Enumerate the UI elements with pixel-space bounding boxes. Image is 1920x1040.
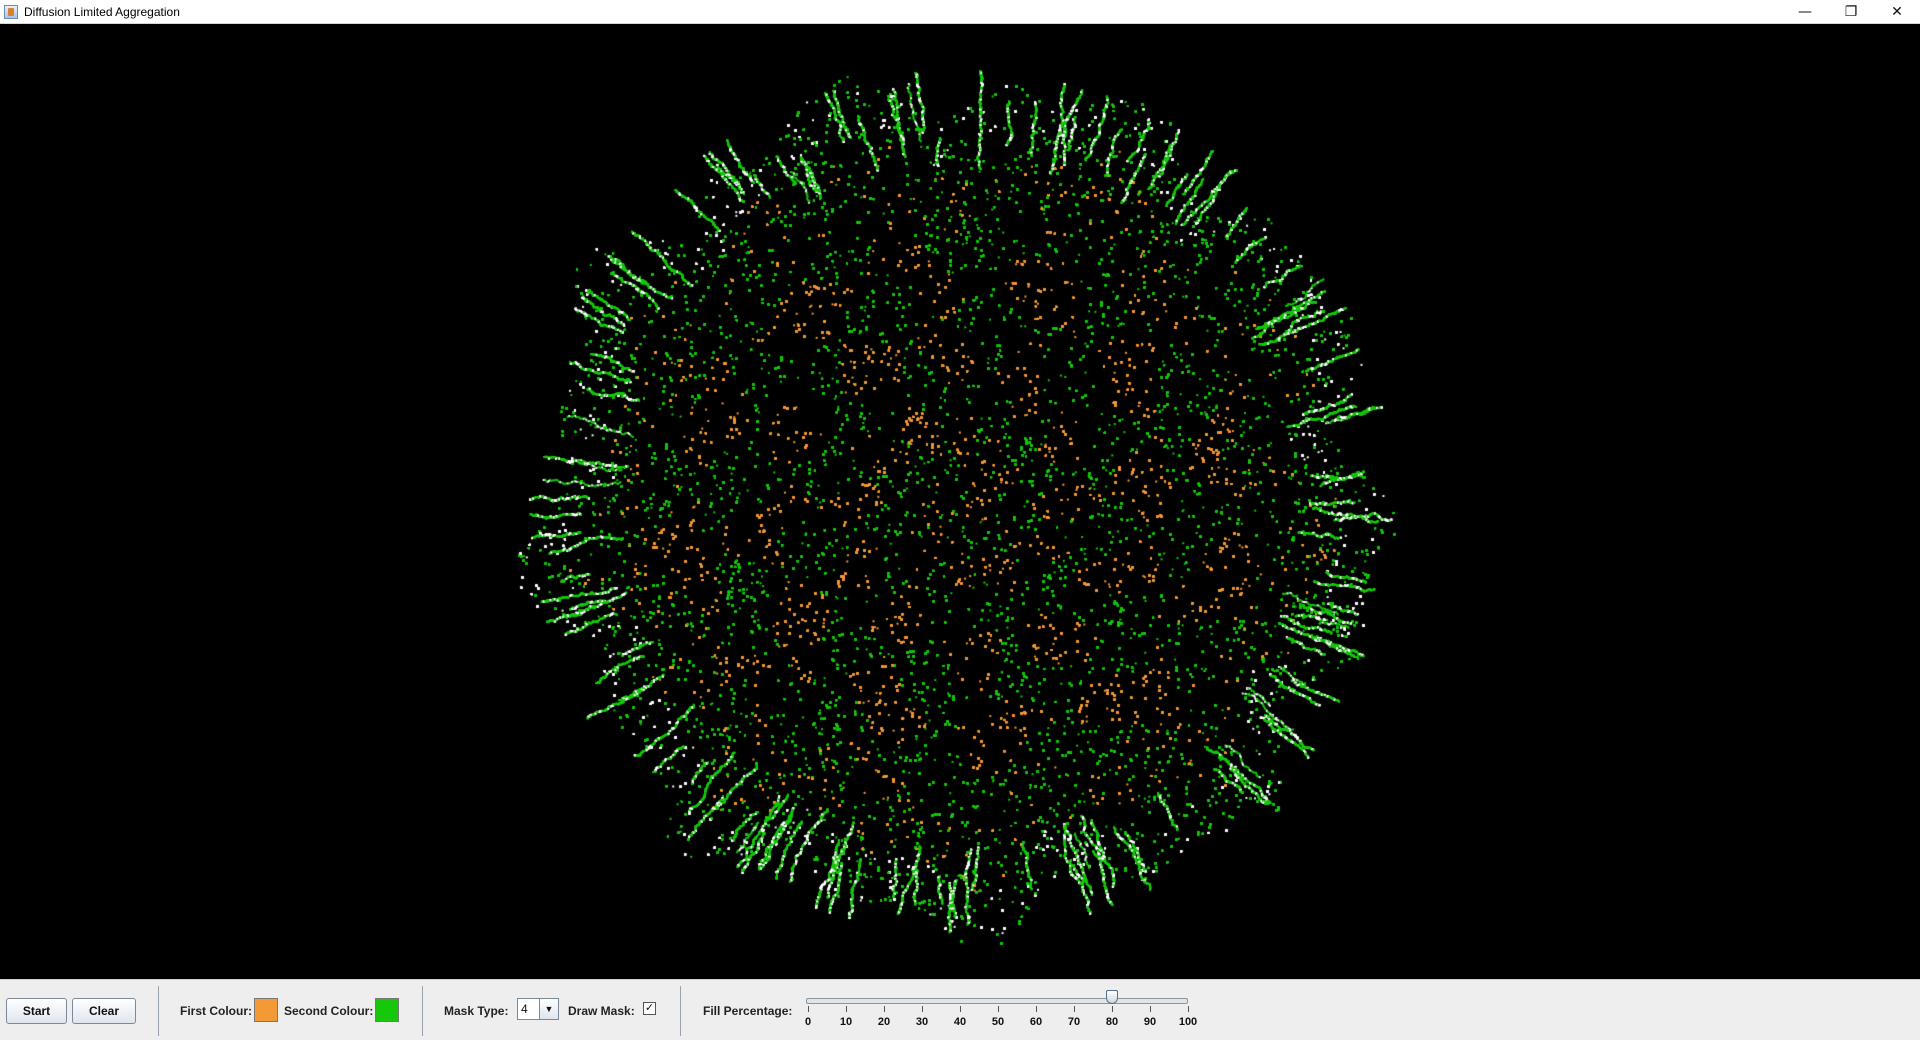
separator [422, 986, 423, 1036]
mask-type-label: Mask Type: [444, 1004, 509, 1018]
draw-mask-checkbox[interactable]: ✓ [643, 1002, 656, 1015]
java-app-icon [4, 4, 18, 19]
second-colour-label: Second Colour: [284, 1004, 374, 1018]
start-button[interactable]: Start [6, 998, 67, 1024]
title-bar: Diffusion Limited Aggregation — ❐ ✕ [0, 0, 1920, 24]
draw-mask-label: Draw Mask: [568, 1004, 635, 1018]
slider-tick-label: 100 [1178, 1016, 1198, 1028]
chevron-down-icon[interactable]: ▼ [539, 999, 558, 1019]
slider-tick-label: 80 [1105, 1016, 1119, 1028]
close-button[interactable]: ✕ [1891, 3, 1903, 20]
restore-button[interactable]: ❐ [1844, 3, 1858, 20]
fill-percentage-slider[interactable]: 0 10 20 30 40 50 60 70 80 90 100 [800, 986, 1200, 1036]
first-colour-swatch[interactable] [254, 998, 278, 1022]
first-colour-label: First Colour: [180, 1004, 252, 1018]
window-title: Diffusion Limited Aggregation [24, 4, 180, 19]
slider-tick-label: 10 [839, 1016, 853, 1028]
fill-percentage-label: Fill Percentage: [703, 1004, 793, 1018]
slider-tick [1188, 1006, 1189, 1012]
minimize-button[interactable]: — [1798, 3, 1812, 20]
slider-tick-label: 40 [953, 1016, 967, 1028]
slider-tick-label: 30 [915, 1016, 929, 1028]
slider-tick-label: 0 [804, 1016, 812, 1028]
control-panel: Start Clear First Colour: Second Colour:… [0, 979, 1920, 1040]
slider-tick [1074, 1006, 1075, 1012]
slider-thumb[interactable] [1106, 990, 1118, 1004]
separator [680, 986, 681, 1036]
slider-track [806, 998, 1188, 1004]
clear-button[interactable]: Clear [72, 998, 136, 1024]
slider-tick [922, 1006, 923, 1012]
slider-tick [1036, 1006, 1037, 1012]
slider-tick-label: 50 [991, 1016, 1005, 1028]
second-colour-swatch[interactable] [375, 998, 399, 1022]
slider-tick [808, 1006, 809, 1012]
dla-cluster [0, 24, 1920, 979]
mask-type-select[interactable]: 4 ▼ [517, 998, 559, 1020]
slider-tick-label: 20 [877, 1016, 891, 1028]
slider-tick [884, 1006, 885, 1012]
mask-type-value: 4 [521, 1002, 528, 1016]
slider-tick [846, 1006, 847, 1012]
separator [158, 986, 159, 1036]
slider-tick-label: 90 [1143, 1016, 1157, 1028]
slider-tick [998, 1006, 999, 1012]
slider-tick-label: 70 [1067, 1016, 1081, 1028]
window-controls: — ❐ ✕ [1782, 0, 1920, 23]
slider-tick [1112, 1006, 1113, 1012]
slider-tick [960, 1006, 961, 1012]
aggregation-canvas[interactable] [0, 24, 1920, 979]
slider-tick-label: 60 [1029, 1016, 1043, 1028]
slider-tick [1150, 1006, 1151, 1012]
